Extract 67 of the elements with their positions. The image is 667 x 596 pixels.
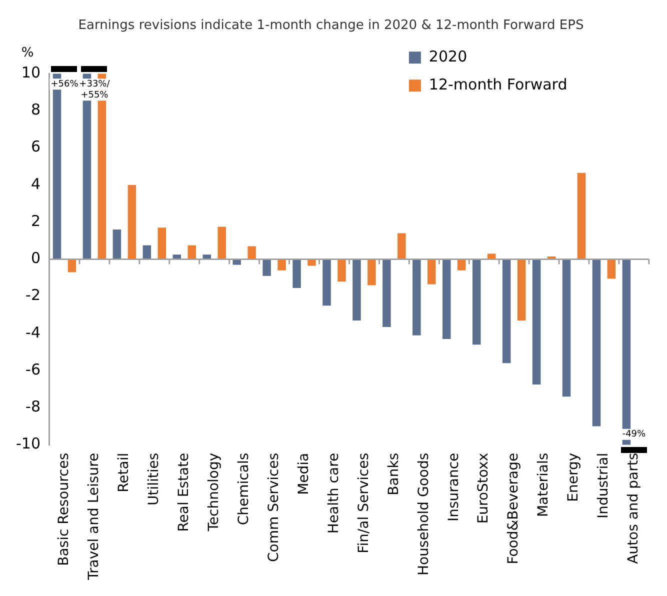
x-tick-label: Fin/al Services (356, 452, 372, 554)
x-tick-label: Basic Resources (56, 452, 72, 566)
bar (262, 259, 271, 276)
bar (278, 259, 286, 270)
annotation: +33%/ +55% (79, 79, 111, 100)
bar (442, 259, 451, 340)
bar (428, 259, 436, 284)
bar (577, 172, 586, 260)
bar (322, 259, 331, 306)
bar (457, 259, 466, 270)
y-tick-label: 4 (30, 174, 40, 193)
x-tick-label: Utilities (146, 452, 162, 506)
bar (112, 230, 122, 260)
bar (188, 245, 196, 260)
bar (218, 226, 226, 260)
x-tick-label: Banks (386, 452, 402, 496)
annotation: -49% (622, 430, 646, 440)
x-tick-label: Retail (116, 452, 132, 492)
x-tick-label: Industrial (596, 452, 612, 519)
x-tick-label: Chemicals (236, 452, 252, 526)
x-tick-label: Media (296, 452, 312, 495)
bar (68, 259, 76, 272)
bar (382, 259, 391, 327)
x-tick-label: Autos and parts (626, 452, 642, 564)
bar (128, 184, 136, 260)
legend-label: 12-month Forward (428, 75, 568, 94)
bar (142, 245, 152, 260)
x-tick-label: Travel and Leisure (86, 452, 102, 582)
x-tick-label: Household Goods (416, 452, 432, 576)
annotation: +56% (50, 79, 79, 90)
y-tick-label: -2 (26, 286, 40, 304)
x-tick-label: EuroStoxx (476, 452, 492, 524)
y-axis-title: % (21, 45, 34, 60)
bar (607, 259, 616, 279)
y-tick-label: 0 (30, 249, 40, 268)
y-tick-label: -10 (16, 434, 40, 453)
bar (562, 259, 571, 397)
bar (517, 259, 526, 320)
x-tick-label: Materials (536, 452, 552, 518)
bar (398, 233, 406, 260)
x-tick-label: Technology (206, 452, 222, 532)
bar (472, 259, 481, 345)
bar (248, 246, 256, 260)
x-tick-label: Comm Services (266, 452, 282, 562)
bar (368, 259, 376, 286)
bar (292, 259, 301, 288)
bar (532, 259, 541, 385)
y-tick-label: -6 (26, 360, 40, 378)
legend-label: 2020 (428, 47, 468, 66)
x-tick-label: Insurance (446, 452, 462, 522)
bar (158, 228, 166, 260)
x-tick-label: Food&Beverage (506, 452, 522, 564)
y-tick-label: -8 (26, 398, 40, 416)
y-tick-label: 2 (30, 212, 40, 230)
bar (412, 259, 421, 336)
bar (352, 259, 361, 320)
y-tick-label: 6 (30, 138, 40, 156)
y-tick-label: 8 (30, 100, 40, 119)
x-tick-label: Energy (566, 452, 582, 502)
chart-title: Earnings revisions indicate 1-month change in 2020 & 12-month Forward EPS (78, 18, 584, 34)
x-tick-label: Health care (326, 452, 342, 534)
y-tick-label: 10 (21, 63, 40, 82)
bar (338, 259, 346, 282)
bar (592, 259, 601, 426)
y-tick-label: -4 (26, 323, 40, 342)
x-tick-label: Real Estate (176, 452, 192, 532)
bar (502, 259, 511, 364)
